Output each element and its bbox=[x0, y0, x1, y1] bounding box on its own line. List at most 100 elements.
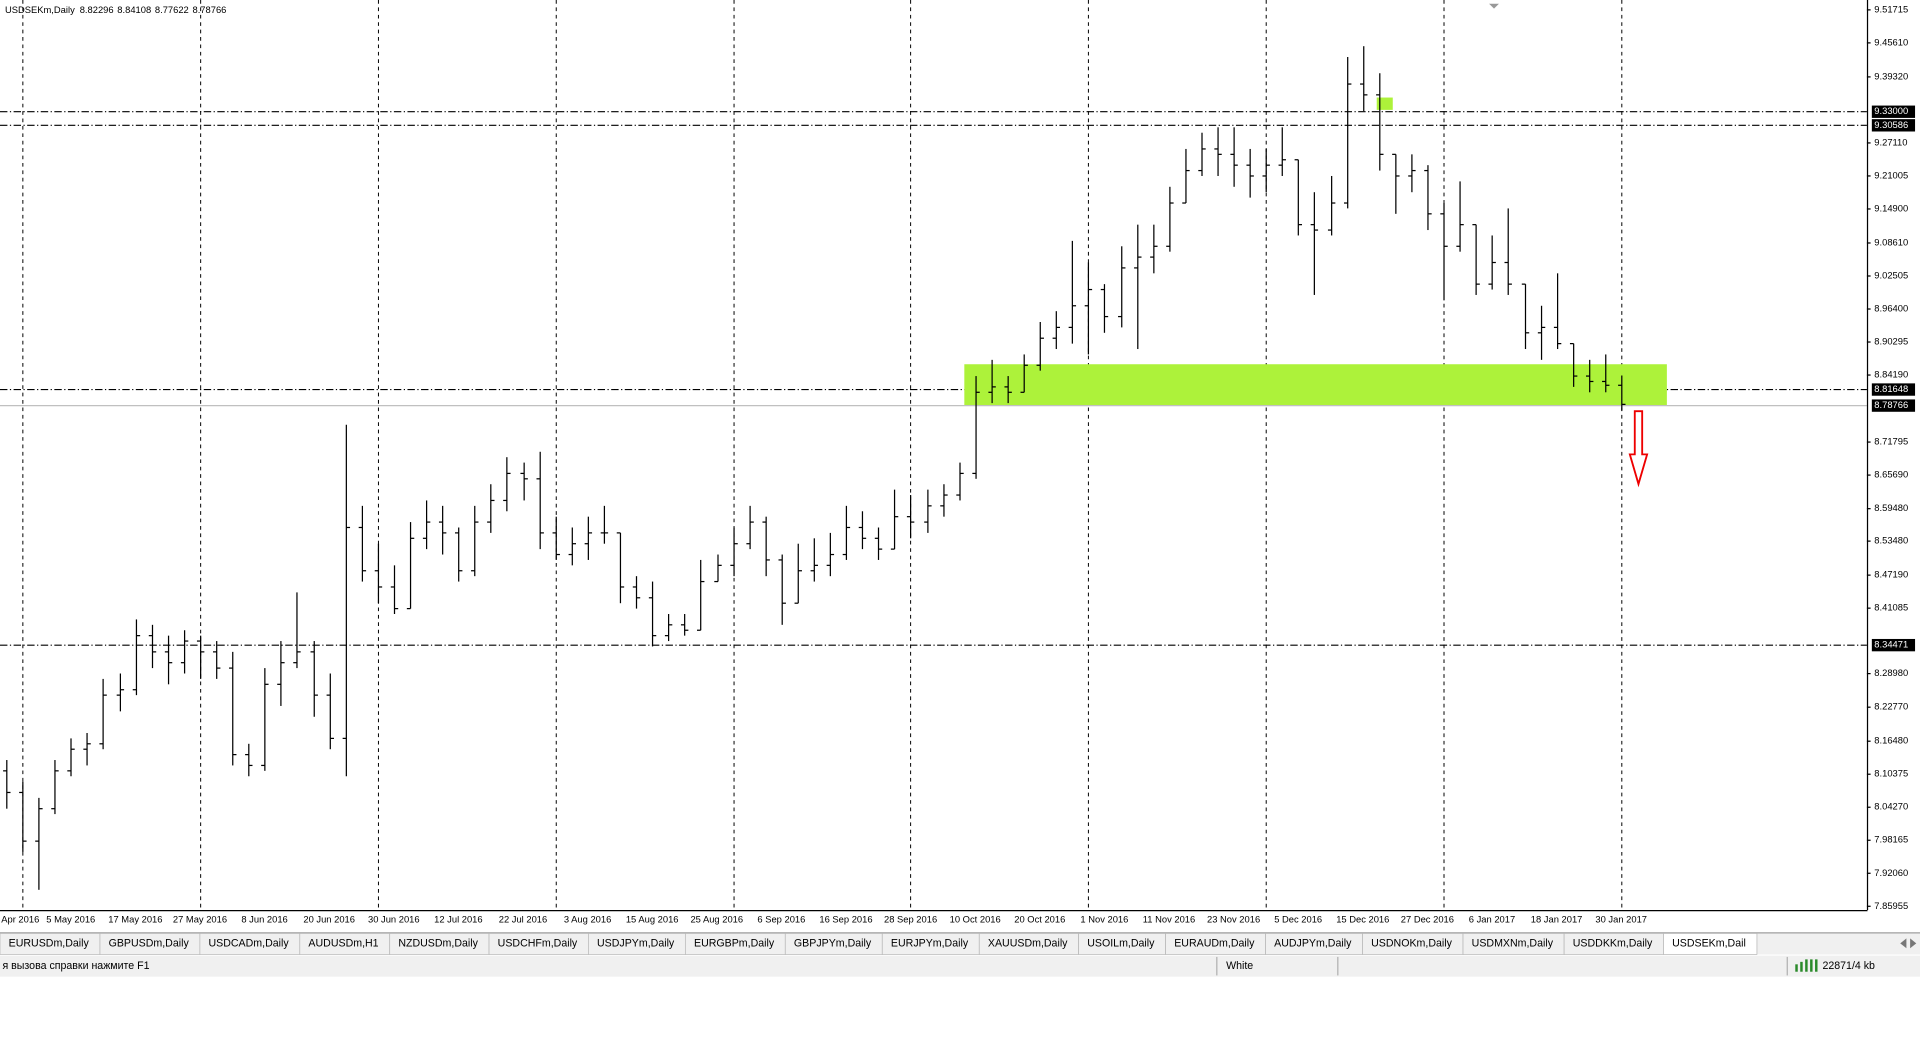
tab-scroll-left[interactable] bbox=[1900, 938, 1907, 949]
ohlc-bar bbox=[1134, 224, 1142, 350]
tab[interactable]: AUDJPYm,Daily bbox=[1265, 933, 1363, 955]
ohlc-bar bbox=[940, 484, 948, 517]
tab[interactable]: USDNOKm,Daily bbox=[1362, 933, 1464, 955]
x-tick-label: Apr 2016 bbox=[1, 914, 39, 924]
ohlc-bar bbox=[714, 554, 722, 583]
x-tick-label: 6 Sep 2016 bbox=[757, 914, 805, 924]
ohlc-bar bbox=[1052, 311, 1061, 350]
ohlc-bar bbox=[1537, 305, 1546, 360]
status-template: White bbox=[1226, 960, 1253, 972]
tab-label[interactable]: GBPUSDm,Daily bbox=[109, 938, 190, 950]
ohlc-bar bbox=[536, 451, 544, 550]
y-tick-label: 8.10375 bbox=[1874, 769, 1908, 779]
tab-label[interactable]: AUDJPYm,Daily bbox=[1274, 938, 1352, 950]
ohlc-bar bbox=[858, 511, 867, 550]
status-bar: я вызова справки нажмите F1 White 22871/… bbox=[0, 955, 1920, 977]
ohlc-bar bbox=[778, 554, 786, 625]
level-label: 9.33000 bbox=[1874, 106, 1908, 116]
y-tick-label: 7.98165 bbox=[1874, 835, 1908, 845]
x-tick-label: 25 Aug 2016 bbox=[690, 914, 743, 924]
tab-label[interactable]: NZDUSDm,Daily bbox=[398, 938, 478, 950]
y-tick-label: 8.28980 bbox=[1874, 668, 1908, 678]
ohlc-bar bbox=[1100, 284, 1109, 333]
ohlc-bar bbox=[1198, 132, 1206, 176]
tab-label[interactable]: EURUSDm,Daily bbox=[9, 938, 90, 950]
connection-icon bbox=[1795, 959, 1818, 972]
y-tick-label: 9.14900 bbox=[1874, 203, 1908, 213]
ohlc-bar bbox=[664, 614, 673, 642]
tab-label[interactable]: XAUUSDm,Daily bbox=[988, 938, 1068, 950]
ohlc-bar bbox=[1294, 159, 1303, 236]
x-tick-label: 12 Jul 2016 bbox=[434, 914, 482, 924]
tab-label[interactable]: EURJPYm,Daily bbox=[891, 938, 969, 950]
x-tick-label: 18 Jan 2017 bbox=[1531, 914, 1583, 924]
tab-label[interactable]: USDMXNm,Daily bbox=[1472, 938, 1554, 950]
tab-label[interactable]: USDCADm,Daily bbox=[209, 938, 290, 950]
tab[interactable]: USDMXNm,Daily bbox=[1462, 933, 1565, 955]
level-label: 8.81648 bbox=[1874, 384, 1908, 394]
tab[interactable]: AUDUSDm,H1 bbox=[299, 933, 391, 955]
x-tick-label: 5 Dec 2016 bbox=[1274, 914, 1322, 924]
ohlc-bar bbox=[1150, 224, 1158, 274]
tab-label[interactable]: USDDKKm,Daily bbox=[1573, 938, 1653, 950]
ohlc-bar bbox=[390, 565, 399, 615]
tab-scroll-right[interactable] bbox=[1910, 938, 1917, 949]
ohlc-bar bbox=[487, 484, 495, 533]
tab-label[interactable]: EURGBPm,Daily bbox=[694, 938, 775, 950]
tab[interactable]: USDDKKm,Daily bbox=[1563, 933, 1664, 955]
ohlc-bar bbox=[810, 538, 819, 582]
tab[interactable]: EURUSDm,Daily bbox=[0, 933, 101, 955]
tab[interactable]: XAUUSDm,Daily bbox=[978, 933, 1079, 955]
y-tick-label: 8.96400 bbox=[1874, 303, 1908, 313]
tab[interactable]: GBPJPYm,Daily bbox=[784, 933, 883, 955]
tab-label[interactable]: AUDUSDm,H1 bbox=[308, 938, 378, 950]
tab-label[interactable]: USDCHFm,Daily bbox=[498, 938, 578, 950]
ohlc-bar bbox=[1553, 273, 1562, 350]
level-label: 9.30586 bbox=[1874, 120, 1908, 130]
level-label-bg bbox=[1871, 638, 1916, 652]
status-help: я вызова справки нажмите F1 bbox=[2, 960, 149, 972]
ohlc-bar bbox=[584, 516, 593, 560]
y-tick-label: 8.59480 bbox=[1874, 503, 1908, 513]
tab[interactable]: EURGBPm,Daily bbox=[684, 933, 786, 955]
tab[interactable]: USDCADm,Daily bbox=[199, 933, 301, 955]
y-tick-label: 8.41085 bbox=[1874, 603, 1908, 613]
tab-label[interactable]: USDJPYm,Daily bbox=[597, 938, 675, 950]
ohlc-bar bbox=[762, 516, 770, 577]
tab[interactable]: USDCHFm,Daily bbox=[488, 933, 589, 955]
ohlc-bar bbox=[1246, 148, 1254, 198]
ohlc-bar bbox=[422, 500, 431, 550]
ohlc-bar bbox=[342, 424, 351, 777]
ohlc-bar bbox=[471, 505, 479, 577]
tab[interactable]: USDJPYm,Daily bbox=[587, 933, 686, 955]
x-tick-label: 15 Aug 2016 bbox=[626, 914, 679, 924]
ohlc-bar bbox=[503, 457, 511, 512]
ohlc-bar bbox=[455, 527, 463, 582]
tab[interactable]: EURJPYm,Daily bbox=[881, 933, 980, 955]
ohlc-bar bbox=[1020, 354, 1028, 393]
x-tick-label: 30 Jan 2017 bbox=[1595, 914, 1647, 924]
level-label-bg bbox=[1871, 383, 1916, 396]
tab-label[interactable]: USOILm,Daily bbox=[1087, 938, 1155, 950]
tab-bg[interactable] bbox=[1663, 933, 1758, 955]
y-tick-label: 9.51715 bbox=[1874, 4, 1908, 14]
tab[interactable]: EURAUDm,Daily bbox=[1165, 933, 1266, 955]
ohlc-bar bbox=[196, 635, 205, 679]
tab[interactable]: NZDUSDm,Daily bbox=[389, 933, 490, 955]
tab-label[interactable]: USDNOKm,Daily bbox=[1371, 938, 1452, 950]
ohlc-bar bbox=[1278, 127, 1286, 176]
tab-label[interactable]: USDSEKm,Dail bbox=[1672, 938, 1746, 950]
tab-label[interactable]: EURAUDm,Daily bbox=[1174, 938, 1255, 950]
tab[interactable]: USOILm,Daily bbox=[1078, 933, 1166, 955]
support-zone bbox=[964, 364, 1667, 405]
level-label-bg bbox=[1871, 105, 1916, 118]
tab-label[interactable]: GBPJPYm,Daily bbox=[794, 938, 872, 950]
ohlc-bar bbox=[1472, 224, 1480, 295]
tab[interactable]: GBPUSDm,Daily bbox=[99, 933, 201, 955]
x-tick-label: 8 Jun 2016 bbox=[241, 914, 287, 924]
y-tick-label: 9.45610 bbox=[1874, 37, 1908, 47]
y-tick-label: 7.92060 bbox=[1874, 868, 1908, 878]
header-high: 8.84108 bbox=[117, 6, 151, 16]
ohlc-bar bbox=[648, 581, 657, 647]
tab[interactable]: USDSEKm,Dail bbox=[1663, 933, 1758, 955]
